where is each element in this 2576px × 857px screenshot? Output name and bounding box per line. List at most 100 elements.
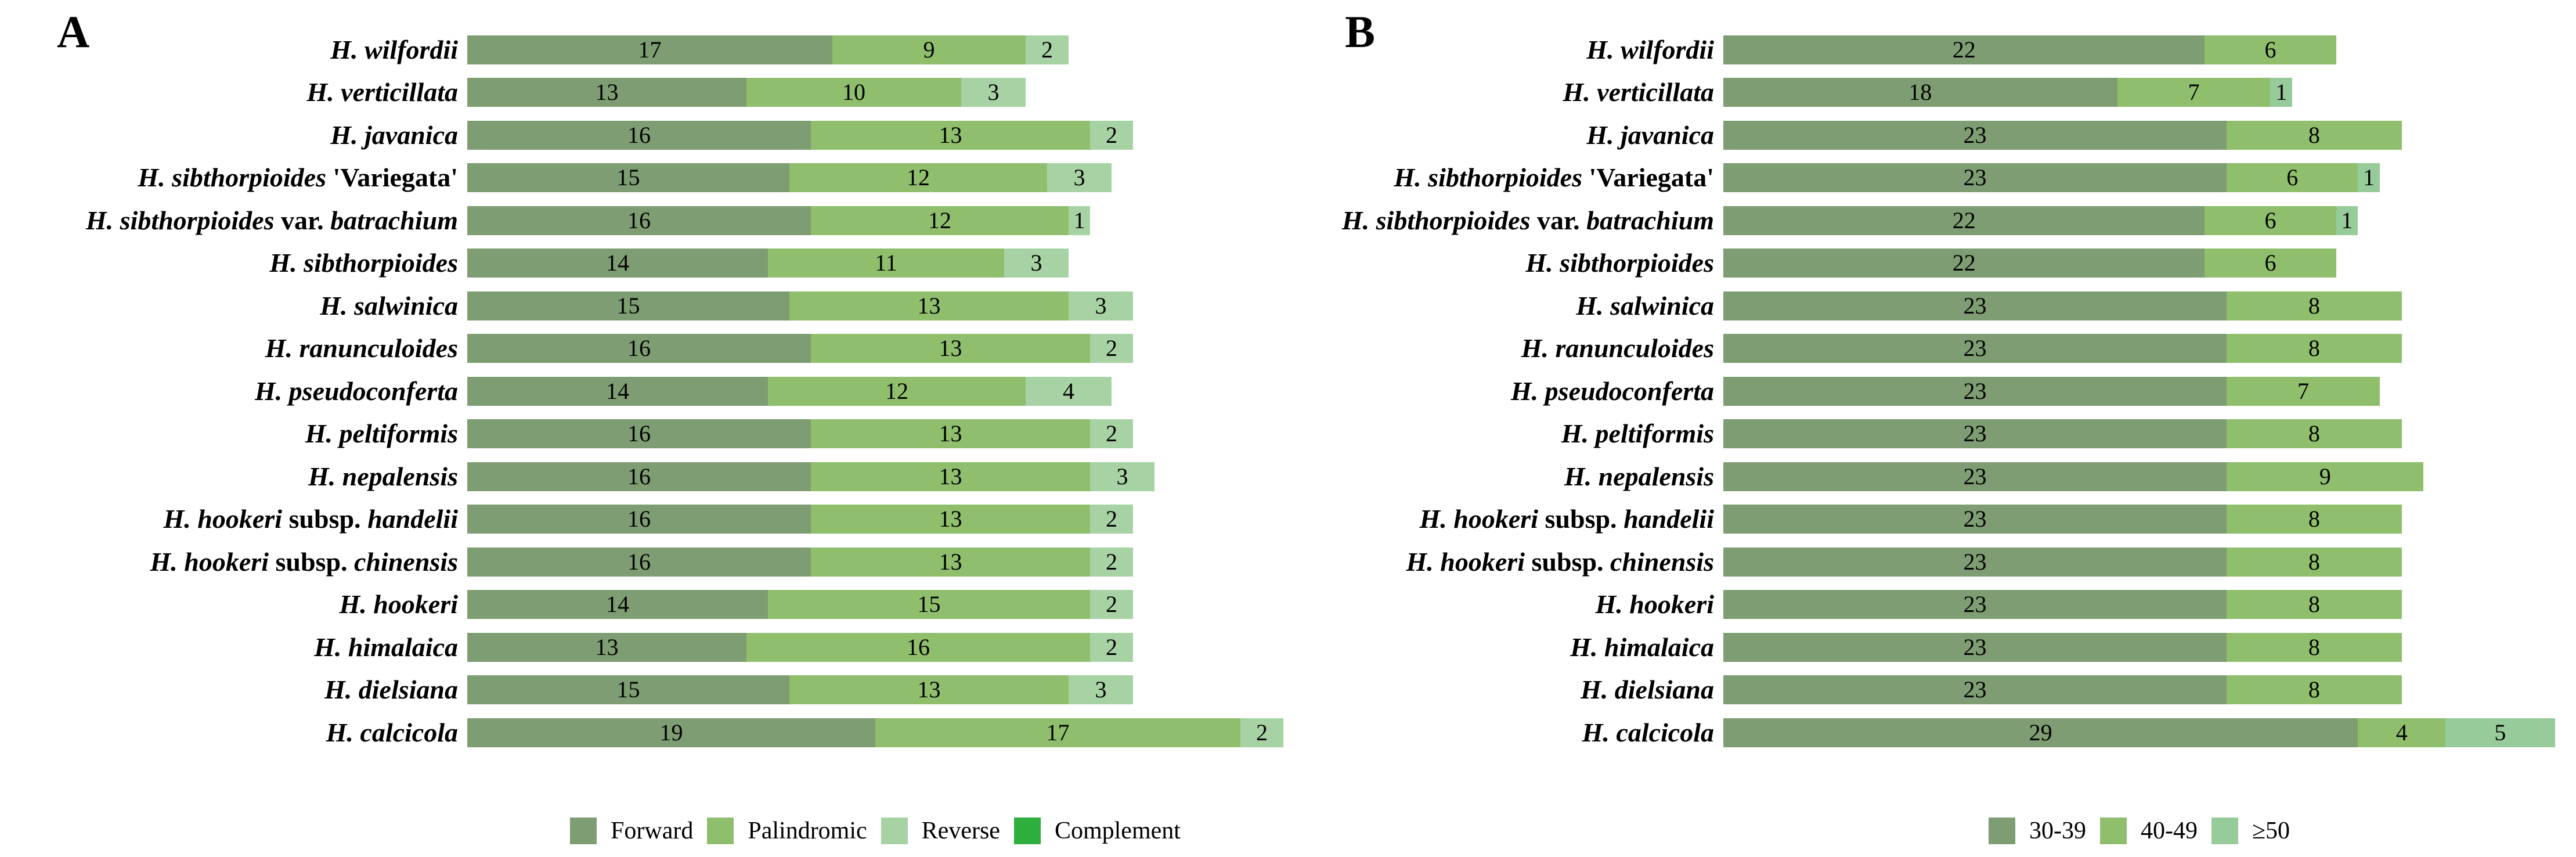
bar-segment: 16: [467, 505, 811, 534]
value-label: 23: [1963, 121, 1987, 148]
chart-row: H. hookeri 14 15 2: [0, 584, 1288, 626]
chart-row: H. wilfordii 22 6: [1288, 28, 2576, 71]
bar-segment: 15: [467, 291, 789, 321]
bar-stack: 23 8: [1723, 419, 2402, 449]
category-label: H. dielsiana: [0, 676, 467, 703]
bar-segment: 3: [1047, 163, 1112, 193]
value-label: 23: [1963, 377, 1987, 404]
legend-label: Forward: [611, 818, 694, 844]
category-label-part: H. sibthorpioides: [1525, 248, 1714, 278]
value-label: 13: [595, 79, 619, 106]
category-label-part: H. verticillata: [1563, 77, 1714, 107]
category-label-part: H. himalaica: [1570, 632, 1714, 662]
chart-row: H. verticillata 18 7 1: [1288, 71, 2576, 114]
value-label: 3: [1095, 676, 1107, 703]
legend-swatch: [707, 818, 734, 844]
value-label: 2: [1106, 591, 1117, 618]
legend-swatch: [2099, 818, 2127, 844]
bar-segment: 13: [789, 675, 1069, 705]
value-label: 17: [638, 36, 662, 63]
legend-item: Palindromic: [707, 818, 867, 844]
bar-segment: 6: [2205, 35, 2336, 64]
bar-segment: 3: [1069, 291, 1133, 321]
bar-stack: 23 8: [1723, 675, 2402, 705]
bar-stack: 16 13 2: [467, 547, 1133, 577]
category-label-part: H. calcicola: [1582, 717, 1714, 747]
category-label: H. ranunculoides: [1288, 335, 1723, 362]
value-label: 8: [2308, 633, 2320, 660]
value-label: 18: [1908, 79, 1932, 106]
category-label: H. javanica: [1288, 121, 1723, 149]
category-label: H. hookeri subsp. chinensis: [0, 546, 467, 577]
bar-segment: 6: [2205, 206, 2336, 235]
chart-row: H. verticillata 13 10 3: [0, 71, 1288, 114]
category-label-part: H. peltiformis: [1561, 419, 1714, 449]
legend-label: 40-49: [2140, 818, 2198, 844]
chart-row: H. nepalensis 16 13 3: [0, 455, 1288, 498]
value-label: 13: [939, 548, 962, 575]
value-label: 11: [875, 250, 897, 276]
bar-segment: 23: [1723, 163, 2227, 193]
bar-segment: 23: [1723, 419, 2227, 449]
chart-row: H. hookeri subsp. chinensis 23 8: [1288, 541, 2576, 584]
category-label-part: chinensis: [1610, 546, 1714, 577]
value-label: 22: [1952, 207, 1976, 233]
value-label: 7: [2188, 79, 2200, 106]
bar-stack: 16 13 3: [467, 462, 1154, 491]
value-label: 16: [907, 633, 930, 660]
category-label-part: H. himalaica: [314, 632, 458, 662]
legend: Forward Palindromic Reverse Complement: [467, 816, 1283, 845]
chart-row: H. javanica 23 8: [1288, 114, 2576, 157]
category-label-part: H. salwinica: [1576, 290, 1714, 321]
value-label: 23: [1963, 506, 1987, 532]
value-label: 23: [1963, 591, 1987, 618]
category-label: H. hookeri: [1288, 591, 1723, 618]
bar-segment: 3: [961, 78, 1026, 107]
category-label: H. sibthorpioides var. batrachium: [1288, 207, 1723, 234]
chart-row: H. ranunculoides 16 13 2: [0, 327, 1288, 370]
value-label: 16: [627, 463, 651, 489]
bar-segment: 19: [467, 718, 875, 747]
value-label: 2: [1106, 420, 1117, 447]
category-label-part: H. dielsiana: [1580, 675, 1714, 705]
category-label: H. sibthorpioides: [0, 250, 467, 276]
category-label-part: H. wilfordii: [1586, 34, 1714, 64]
category-label-part: chinensis: [354, 546, 458, 577]
value-label: 1: [1073, 207, 1085, 233]
panel-b-letter: B: [1345, 6, 1376, 57]
value-label: 1: [2341, 207, 2353, 233]
category-label: H. pseudoconferta: [0, 377, 467, 405]
category-label-part: H. hookeri: [1419, 504, 1545, 534]
chart-row: H. salwinica 23 8: [1288, 285, 2576, 327]
category-label: H. sibthorpioides 'Variegata': [0, 164, 467, 191]
legend-swatch: [570, 818, 597, 844]
bar-segment: 11: [768, 249, 1004, 278]
value-label: 23: [1963, 292, 1987, 319]
chart-row: H. javanica 16 13 2: [0, 114, 1288, 157]
category-label-part: var.: [1536, 205, 1587, 235]
bar-segment: 13: [811, 120, 1090, 150]
bar-segment: 23: [1723, 291, 2227, 321]
bar-segment: 8: [2227, 291, 2402, 321]
bar-segment: 16: [467, 334, 811, 363]
bar-segment: 2: [1240, 718, 1283, 747]
value-label: 3: [1073, 164, 1085, 191]
bar-segment: 13: [811, 419, 1090, 449]
bar-stack: 23 9: [1723, 462, 2424, 491]
bar-segment: 10: [746, 78, 961, 107]
legend-label: Complement: [1054, 818, 1181, 844]
bar-segment: 12: [789, 163, 1047, 193]
value-label: 1: [2363, 164, 2375, 191]
chart-row: H. pseudoconferta 14 12 4: [0, 370, 1288, 413]
bar-segment: 13: [789, 291, 1069, 321]
value-label: 8: [2308, 292, 2320, 319]
category-label-part: H. dielsiana: [324, 675, 458, 705]
category-label-part: H. sibthorpioides: [1341, 205, 1537, 235]
value-label: 12: [928, 207, 951, 233]
value-label: 3: [1095, 292, 1107, 319]
value-label: 15: [616, 164, 640, 191]
value-label: 3: [1030, 250, 1042, 276]
bar-segment: 23: [1723, 120, 2227, 150]
bar-stack: 22 6: [1723, 35, 2336, 64]
value-label: 2: [1106, 121, 1117, 148]
